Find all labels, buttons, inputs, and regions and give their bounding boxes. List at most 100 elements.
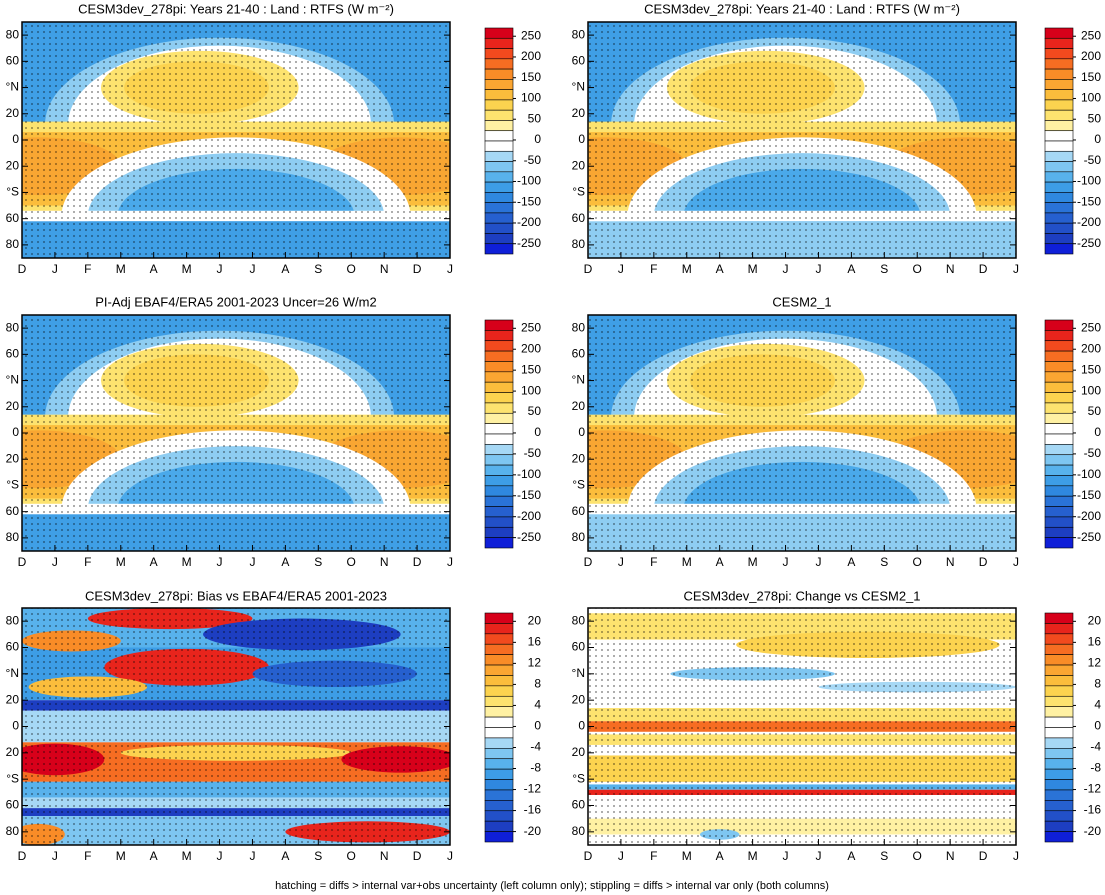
colorbar-label: 12 xyxy=(528,656,542,670)
colorbar-box xyxy=(484,58,514,70)
y-tick-label: °N xyxy=(572,80,585,94)
y-tick-label: 60 xyxy=(6,640,20,654)
colorbar-label: 0 xyxy=(1094,425,1101,439)
colorbar-box xyxy=(1044,716,1074,728)
colorbar-box xyxy=(1044,371,1074,383)
colorbar-box xyxy=(1044,810,1074,822)
y-tick-label: 60 xyxy=(572,504,586,518)
colorbar-label: 50 xyxy=(1088,111,1102,125)
panel-title: CESM3dev_278pi: Change vs CESM2_1 xyxy=(683,588,920,603)
colorbar-box xyxy=(1044,319,1074,331)
x-tick-label: D xyxy=(413,555,422,569)
y-tick-label: 20 xyxy=(6,745,20,759)
colorbar-box xyxy=(484,192,514,203)
colorbar-box xyxy=(484,654,514,666)
colorbar-box xyxy=(1044,748,1074,760)
colorbar-label: 150 xyxy=(1081,70,1101,84)
colorbar-label: 0 xyxy=(534,425,541,439)
y-tick-label: 60 xyxy=(6,504,20,518)
y-tick-label: 80 xyxy=(572,237,586,251)
colorbar-label: 150 xyxy=(521,70,541,84)
y-tick-label: °N xyxy=(6,666,19,680)
colorbar-label: 4 xyxy=(1094,698,1101,712)
colorbar-box xyxy=(1044,685,1074,697)
x-tick-label: O xyxy=(347,555,356,569)
x-tick-label: F xyxy=(650,555,657,569)
colorbar-box xyxy=(484,37,514,49)
colorbar-box xyxy=(1044,475,1074,487)
panel-title: CESM2_1 xyxy=(772,294,831,309)
y-tick-label: 80 xyxy=(572,530,586,544)
x-tick-label: N xyxy=(946,849,955,863)
x-tick-label: J xyxy=(618,555,624,569)
x-tick-label: J xyxy=(52,555,58,569)
colorbar-box xyxy=(484,485,514,497)
y-tick-label: 20 xyxy=(6,106,20,120)
colorbar-box xyxy=(1044,161,1074,173)
colorbar-box xyxy=(1044,140,1074,152)
colorbar-box xyxy=(484,171,514,183)
y-tick-label: 20 xyxy=(6,451,20,465)
colorbar-box xyxy=(1044,526,1074,538)
x-tick-label: F xyxy=(84,849,91,863)
colorbar-box xyxy=(1044,675,1074,687)
colorbar-box xyxy=(1044,130,1074,142)
colorbar-label: 20 xyxy=(528,613,542,627)
colorbar-label: 200 xyxy=(1081,49,1101,63)
colorbar-box xyxy=(1044,340,1074,352)
colorbar-box xyxy=(1044,79,1074,90)
colorbar-box xyxy=(484,27,514,39)
colorbar-label: -16 xyxy=(1084,803,1102,817)
colorbar-label: 12 xyxy=(1088,656,1102,670)
x-tick-label: A xyxy=(847,849,855,863)
x-tick-label: O xyxy=(913,555,922,569)
x-tick-label: D xyxy=(18,849,27,863)
x-tick-label: N xyxy=(946,262,955,276)
colorbar-box xyxy=(1044,464,1074,476)
x-tick-label: S xyxy=(314,262,322,276)
colorbar-box xyxy=(484,120,514,132)
colorbar-box xyxy=(484,68,514,80)
colorbar-box xyxy=(484,202,514,214)
x-tick-label: J xyxy=(249,849,255,863)
colorbar-box xyxy=(484,161,514,173)
colorbar-box xyxy=(1044,706,1074,718)
colorbar-box xyxy=(1044,485,1074,497)
colorbar-label: -12 xyxy=(1084,782,1102,796)
y-tick-label: 60 xyxy=(572,54,586,68)
contour-field xyxy=(22,315,450,551)
colorbar-label: 200 xyxy=(521,341,541,355)
colorbar-box xyxy=(484,779,514,791)
colorbar-label: -150 xyxy=(517,488,541,502)
colorbar-box xyxy=(1044,454,1074,466)
colorbar-box xyxy=(484,475,514,487)
x-tick-label: F xyxy=(84,555,91,569)
y-tick-label: 20 xyxy=(572,692,586,706)
colorbar-box xyxy=(1044,330,1074,342)
y-tick-label: 60 xyxy=(572,211,586,225)
colorbar-label: 200 xyxy=(521,49,541,63)
colorbar-box xyxy=(1044,243,1074,255)
colorbar-box xyxy=(484,685,514,697)
y-tick-label: °S xyxy=(572,771,585,785)
y-tick-label: 60 xyxy=(572,640,586,654)
y-tick-label: °N xyxy=(6,80,19,94)
colorbar-box xyxy=(484,350,514,362)
colorbar-box xyxy=(484,495,514,507)
colorbar-label: -200 xyxy=(517,509,541,523)
colorbar-box xyxy=(484,506,514,518)
colorbar-label: -20 xyxy=(1084,824,1102,838)
colorbar-box xyxy=(484,623,514,635)
y-tick-label: 0 xyxy=(12,719,19,733)
y-tick-label: 80 xyxy=(6,824,20,838)
colorbar-label: -250 xyxy=(517,530,541,544)
colorbar-box xyxy=(1044,820,1074,832)
x-tick-label: A xyxy=(716,262,724,276)
contour-field xyxy=(588,22,1016,258)
colorbar-box xyxy=(484,371,514,383)
colorbar-box xyxy=(484,444,514,456)
colorbar-box xyxy=(1044,800,1074,812)
y-tick-label: 20 xyxy=(572,158,586,172)
y-tick-label: 20 xyxy=(572,106,586,120)
